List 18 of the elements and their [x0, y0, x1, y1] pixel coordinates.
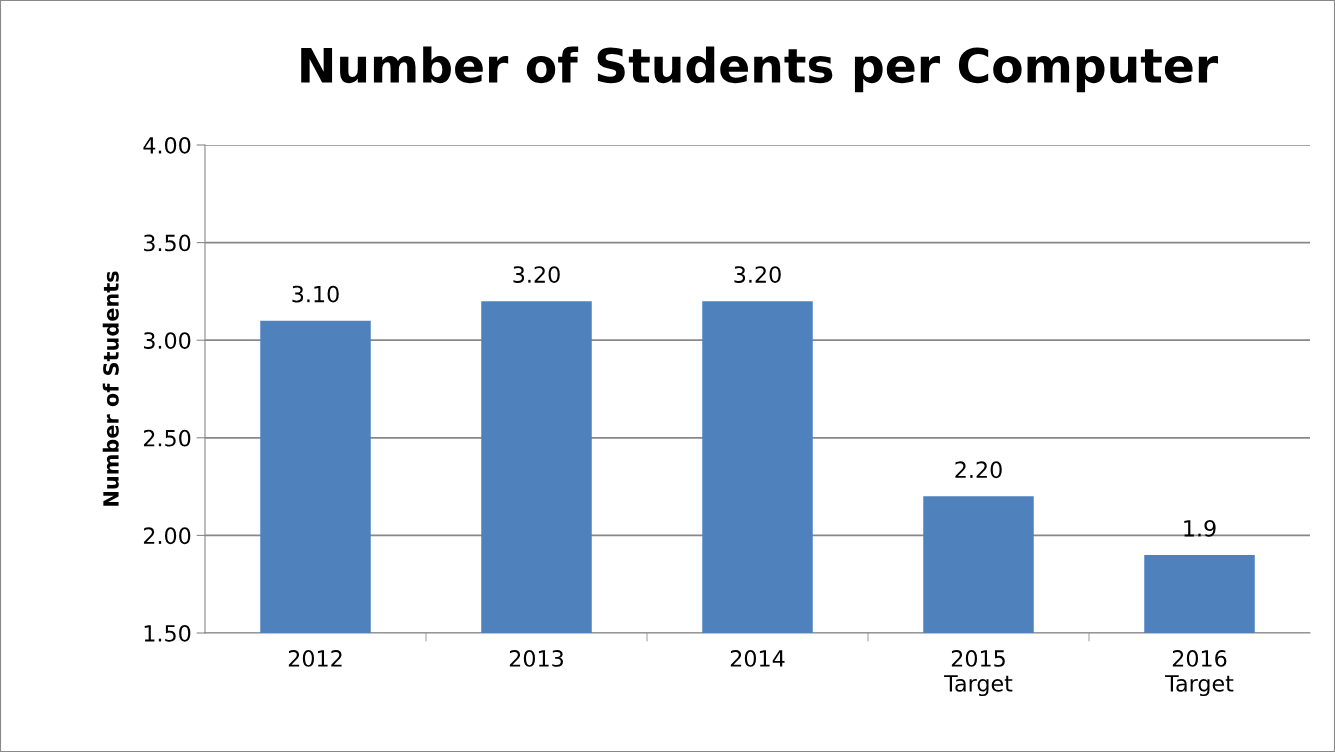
data-label: 3.20 — [734, 266, 781, 283]
y-tick-label: 1.50 — [144, 624, 191, 642]
y-tick-label: 4.00 — [143, 136, 191, 154]
y-tick-label: 2.00 — [143, 527, 191, 545]
x-tick-label: 2014 — [730, 650, 785, 667]
y-tick-label: 3.50 — [144, 234, 191, 252]
data-label: 1.9 — [1184, 519, 1216, 537]
x-tick-label: 2015 Target — [944, 650, 1013, 697]
y-tick-label: 2.50 — [143, 429, 191, 447]
data-label: 3.20 — [513, 266, 560, 283]
x-tick-label: 2012 — [288, 650, 342, 667]
y-axis-title: Number of Students — [102, 271, 119, 506]
data-label: 2.20 — [955, 461, 1002, 479]
chart-title: Number of Students per Computer — [301, 46, 1219, 93]
x-tick-label: 2013 — [509, 650, 563, 667]
y-tick-label: 3.00 — [144, 332, 191, 349]
data-label: 3.10 — [292, 285, 339, 303]
x-tick-label: 2016 Target — [1165, 650, 1234, 697]
